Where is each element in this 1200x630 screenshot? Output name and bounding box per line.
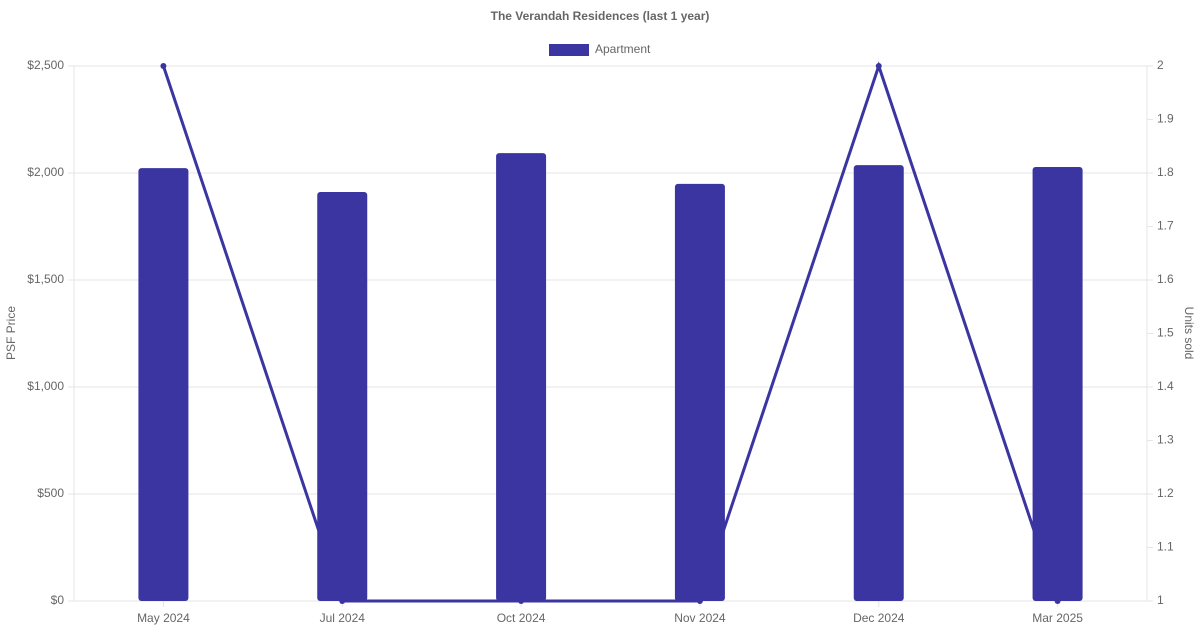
y-tick-label: $1,500 (27, 272, 64, 286)
bar (853, 165, 904, 601)
line-point (339, 598, 346, 604)
y2-tick-label: 2 (1157, 58, 1164, 72)
line (161, 61, 1060, 603)
y-axis-label: PSF Price (4, 306, 18, 360)
y-tick-label: $0 (51, 593, 65, 607)
chart-title: The Verandah Residences (last 1 year) (491, 9, 710, 23)
x-tick-label: Dec 2024 (853, 611, 905, 625)
y2-axis-label: Units sold (1182, 307, 1196, 360)
line-point (875, 63, 882, 69)
y2-tick-label: 1.6 (1157, 272, 1174, 286)
bar (674, 183, 725, 601)
line-point (696, 598, 703, 604)
y2-tick-label: 1.9 (1157, 112, 1174, 126)
bar (317, 192, 368, 601)
y2-tick-label: 1.4 (1157, 379, 1174, 393)
y-tick-label: $2,000 (27, 165, 64, 179)
x-tick-label: Jul 2024 (320, 611, 366, 625)
y2-tick-label: 1.2 (1157, 486, 1174, 500)
x-tick-label: Oct 2024 (497, 611, 546, 625)
y2-tick-label: 1.3 (1157, 433, 1174, 447)
line-point (160, 63, 167, 69)
x-tick-label: May 2024 (137, 611, 190, 625)
y2-tick-label: 1.7 (1157, 219, 1174, 233)
y-tick-label: $500 (37, 486, 64, 500)
bar (1032, 167, 1083, 601)
y2-tick-label: 1.1 (1157, 540, 1174, 554)
x-tick-label: Nov 2024 (674, 611, 726, 625)
line-point (518, 598, 525, 604)
x-tick-label: Mar 2025 (1032, 611, 1083, 625)
legend-label[interactable]: Apartment (595, 42, 651, 56)
y-tick-label: $1,000 (27, 379, 64, 393)
y2-tick-label: 1 (1157, 593, 1164, 607)
y2-tick-label: 1.8 (1157, 165, 1174, 179)
line-point (1054, 598, 1061, 604)
legend-swatch[interactable] (549, 44, 589, 56)
bar (496, 153, 547, 601)
y-tick-label: $2,500 (27, 58, 64, 72)
bar (138, 168, 189, 601)
y2-tick-label: 1.5 (1157, 326, 1174, 340)
